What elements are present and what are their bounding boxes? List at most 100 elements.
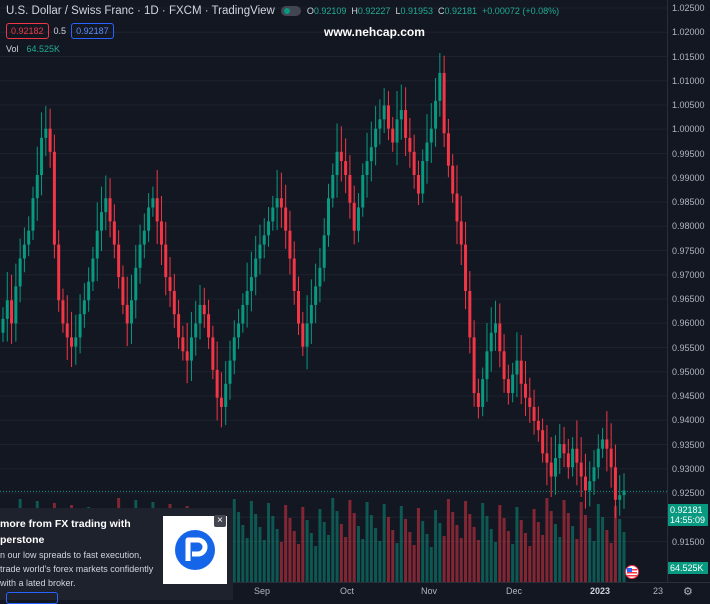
volume-bar: [378, 541, 382, 582]
volume-bar: [421, 521, 425, 582]
volume-bar: [459, 538, 463, 582]
volume-bar: [314, 546, 318, 582]
volume-bar: [335, 511, 339, 582]
candle: [464, 221, 468, 310]
volume-bar: [549, 511, 553, 582]
volume-bar: [271, 516, 275, 582]
volume-bar: [309, 533, 313, 582]
high-key: H: [351, 6, 358, 16]
low-key: L: [395, 6, 401, 16]
volume-bar: [232, 499, 236, 582]
chart-area[interactable]: [0, 0, 667, 582]
candle: [412, 134, 416, 189]
volume-bar: [498, 505, 502, 582]
gear-icon[interactable]: ⚙: [683, 586, 693, 598]
price-tick: 0.96500: [672, 294, 705, 304]
volume-bar: [284, 505, 288, 582]
price-axis[interactable]: 1.02500 1.02000 1.01500 1.01000 1.00500 1.000…: [667, 0, 710, 582]
volume-bar: [365, 502, 369, 582]
candle: [605, 411, 609, 472]
price-tick: 0.94500: [672, 391, 705, 401]
buy-button[interactable]: 0.92187: [71, 23, 114, 39]
candle: [202, 287, 206, 328]
candle: [451, 154, 455, 203]
candle: [57, 230, 61, 312]
sell-button[interactable]: 0.92182: [6, 23, 49, 39]
price-tick: 1.01500: [672, 51, 705, 62]
volume-bar: [489, 529, 493, 582]
price-tick: 0.95500: [672, 342, 705, 353]
volume-bar: [326, 535, 330, 582]
symbol-title[interactable]: U.S. Dollar / Swiss Franc · 1D · FXCM · …: [6, 5, 275, 17]
candle: [232, 320, 236, 375]
change-value: +0.00072 (+0.08%): [482, 6, 560, 16]
volume-bar: [292, 531, 296, 582]
candle: [361, 163, 365, 217]
candle: [142, 213, 146, 259]
volume-bar: [476, 540, 480, 582]
candle: [468, 271, 472, 354]
candle: [219, 372, 223, 428]
candle: [254, 235, 258, 296]
volume-bar: [601, 517, 605, 582]
candle: [472, 320, 476, 407]
candle: [322, 218, 326, 282]
ohlc-values: O0.92109 H0.92227 L0.91953 C0.92181 +0.0…: [307, 6, 559, 16]
price-tick: 0.96000: [672, 318, 705, 329]
price-tick: 0.92500: [672, 488, 705, 498]
candle: [70, 311, 74, 368]
candle: [147, 193, 151, 243]
visibility-toggle-icon[interactable]: [280, 6, 301, 16]
candle: [237, 309, 241, 349]
candle: [224, 361, 228, 426]
volume-label[interactable]: Vol: [6, 44, 19, 54]
candle: [125, 276, 129, 347]
price-tick: 1.00000: [672, 124, 705, 135]
ad-banner[interactable]: more from FX trading with perstone n our…: [0, 508, 233, 600]
candle: [10, 274, 14, 344]
candle: [198, 284, 202, 340]
watermark-text: www.nehcap.com: [324, 25, 425, 39]
volume-bar: [451, 512, 455, 582]
candle: [14, 263, 18, 342]
candlestick-chart[interactable]: [0, 0, 667, 582]
open-key: O: [306, 6, 314, 16]
candle: [297, 276, 301, 335]
volume-bar: [408, 532, 412, 582]
pepperstone-logo-icon[interactable]: [163, 516, 227, 584]
candle: [416, 160, 420, 206]
volume-bar: [434, 510, 438, 582]
price-tick: 0.97000: [672, 269, 705, 280]
candle: [588, 461, 592, 507]
volume-bar: [523, 533, 527, 582]
candle: [279, 172, 283, 228]
candle: [271, 195, 275, 231]
candle: [172, 273, 176, 328]
volume-bar: [348, 500, 352, 582]
time-tick: Oct: [339, 586, 355, 596]
candle: [528, 377, 532, 423]
volume-bar: [318, 509, 322, 582]
candle: [87, 267, 91, 312]
volume-bar: [361, 539, 365, 582]
price-tick: 1.01000: [672, 75, 705, 86]
us-flag-icon[interactable]: [625, 565, 639, 579]
ad-close-icon[interactable]: ×: [214, 515, 226, 527]
candle: [18, 238, 22, 303]
candle: [228, 340, 232, 400]
price-tick: 0.94000: [672, 415, 705, 426]
bottom-toolbar-chip[interactable]: [6, 592, 58, 604]
volume-bar: [481, 503, 485, 582]
candle: [541, 418, 545, 463]
open-value: 0.92109: [313, 6, 347, 16]
volume-bar: [356, 526, 360, 582]
candle: [100, 186, 104, 252]
volume-bar: [502, 518, 506, 582]
candle: [485, 322, 489, 402]
candle: [249, 251, 253, 312]
volume-bar: [519, 520, 523, 582]
candle: [511, 362, 515, 403]
volume-bar: [446, 499, 450, 582]
volume-bar: [331, 498, 335, 582]
volume-bar: [622, 532, 626, 582]
